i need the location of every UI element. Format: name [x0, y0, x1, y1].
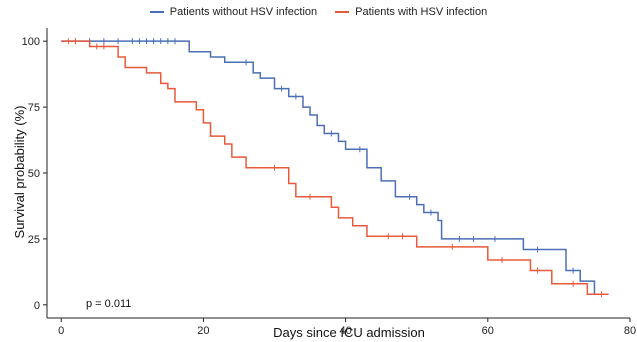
survival-curve-without-hsv — [61, 41, 601, 294]
y-tick-label: 100 — [22, 36, 40, 48]
p-value-annotation: p = 0.011 — [86, 298, 131, 310]
x-tick-label: 0 — [58, 325, 64, 337]
y-axis-title: Survival probability (%) — [12, 106, 27, 239]
x-tick-label: 20 — [197, 325, 209, 337]
x-axis-title: Days since ICU admission — [273, 325, 425, 340]
series-layer — [61, 38, 608, 297]
y-tick-label: 50 — [28, 168, 40, 180]
survival-curve-with-hsv — [61, 41, 608, 294]
y-tick-label: 75 — [28, 102, 40, 114]
y-tick-label: 25 — [28, 234, 40, 246]
y-tick-label: 0 — [34, 300, 40, 312]
x-tick-label: 60 — [482, 325, 494, 337]
x-tick-label: 80 — [624, 325, 636, 337]
